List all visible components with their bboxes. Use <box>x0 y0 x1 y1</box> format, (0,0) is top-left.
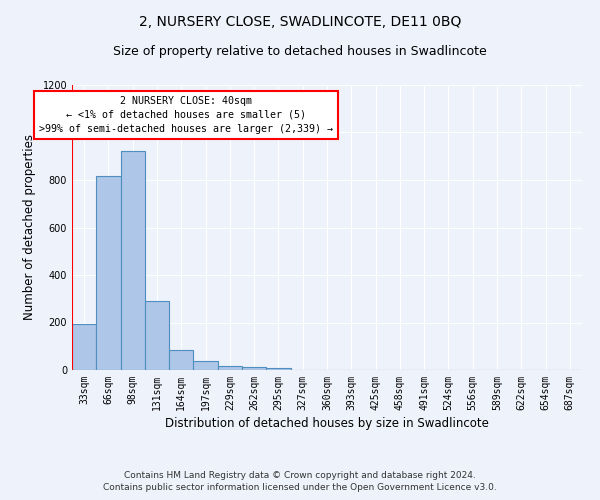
Bar <box>193 361 218 370</box>
Bar <box>242 367 266 370</box>
Bar <box>218 366 242 370</box>
Bar <box>169 350 193 370</box>
Bar <box>96 176 121 370</box>
Text: 2, NURSERY CLOSE, SWADLINCOTE, DE11 0BQ: 2, NURSERY CLOSE, SWADLINCOTE, DE11 0BQ <box>139 15 461 29</box>
X-axis label: Distribution of detached houses by size in Swadlincote: Distribution of detached houses by size … <box>165 417 489 430</box>
Text: Contains HM Land Registry data © Crown copyright and database right 2024.: Contains HM Land Registry data © Crown c… <box>124 471 476 480</box>
Y-axis label: Number of detached properties: Number of detached properties <box>23 134 35 320</box>
Bar <box>145 301 169 370</box>
Bar <box>72 324 96 370</box>
Bar <box>121 152 145 370</box>
Bar <box>266 368 290 370</box>
Text: Contains public sector information licensed under the Open Government Licence v3: Contains public sector information licen… <box>103 484 497 492</box>
Text: Size of property relative to detached houses in Swadlincote: Size of property relative to detached ho… <box>113 45 487 58</box>
Text: 2 NURSERY CLOSE: 40sqm
← <1% of detached houses are smaller (5)
>99% of semi-det: 2 NURSERY CLOSE: 40sqm ← <1% of detached… <box>39 96 333 134</box>
